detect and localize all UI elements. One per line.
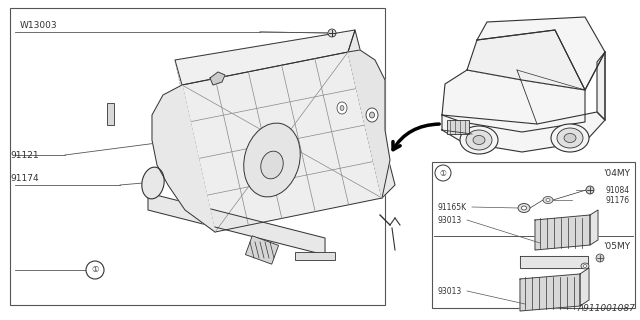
Ellipse shape xyxy=(260,151,284,179)
Text: 91165K: 91165K xyxy=(437,203,466,212)
Ellipse shape xyxy=(366,108,378,122)
Polygon shape xyxy=(148,193,325,255)
Ellipse shape xyxy=(473,135,485,145)
Polygon shape xyxy=(442,70,585,132)
Ellipse shape xyxy=(596,254,604,262)
FancyArrowPatch shape xyxy=(393,124,439,150)
Circle shape xyxy=(435,165,451,181)
Text: 91174: 91174 xyxy=(10,174,38,183)
Polygon shape xyxy=(152,85,215,232)
Ellipse shape xyxy=(564,133,576,142)
Text: 93013: 93013 xyxy=(437,286,461,295)
Polygon shape xyxy=(210,72,225,85)
Ellipse shape xyxy=(586,186,594,194)
Polygon shape xyxy=(175,30,355,85)
Circle shape xyxy=(86,261,104,279)
Ellipse shape xyxy=(584,265,586,268)
Polygon shape xyxy=(520,256,588,268)
Polygon shape xyxy=(597,52,605,120)
Polygon shape xyxy=(348,50,390,198)
Polygon shape xyxy=(477,17,605,90)
Text: 91121: 91121 xyxy=(10,150,38,159)
Polygon shape xyxy=(348,30,395,198)
Bar xyxy=(447,120,469,134)
Polygon shape xyxy=(442,112,605,152)
Text: 93013: 93013 xyxy=(437,215,461,225)
Ellipse shape xyxy=(369,112,374,118)
Text: '04MY: '04MY xyxy=(603,169,630,178)
Ellipse shape xyxy=(518,204,530,212)
Text: ①: ① xyxy=(440,169,447,178)
Polygon shape xyxy=(467,30,585,90)
Bar xyxy=(245,236,278,264)
Ellipse shape xyxy=(460,126,498,154)
Text: 91084: 91084 xyxy=(606,186,630,195)
Polygon shape xyxy=(182,52,382,232)
Polygon shape xyxy=(520,274,580,311)
Ellipse shape xyxy=(244,123,300,197)
Bar xyxy=(295,252,335,260)
Text: W13003: W13003 xyxy=(20,21,58,30)
Bar xyxy=(107,103,114,125)
Ellipse shape xyxy=(581,263,589,269)
Ellipse shape xyxy=(551,124,589,152)
Text: ①: ① xyxy=(92,266,99,275)
Ellipse shape xyxy=(557,128,583,148)
Ellipse shape xyxy=(337,102,347,114)
Ellipse shape xyxy=(340,106,344,110)
Polygon shape xyxy=(590,210,598,245)
Ellipse shape xyxy=(543,196,553,204)
Text: 91176: 91176 xyxy=(606,196,630,204)
Ellipse shape xyxy=(522,206,527,210)
Bar xyxy=(10,8,385,305)
Ellipse shape xyxy=(328,29,336,37)
Polygon shape xyxy=(580,268,589,306)
Text: '05MY: '05MY xyxy=(603,242,630,251)
Ellipse shape xyxy=(546,198,550,202)
Ellipse shape xyxy=(466,130,492,150)
Polygon shape xyxy=(535,215,590,250)
Ellipse shape xyxy=(142,167,164,199)
Text: A911001087: A911001087 xyxy=(577,304,635,313)
Bar xyxy=(432,162,635,308)
